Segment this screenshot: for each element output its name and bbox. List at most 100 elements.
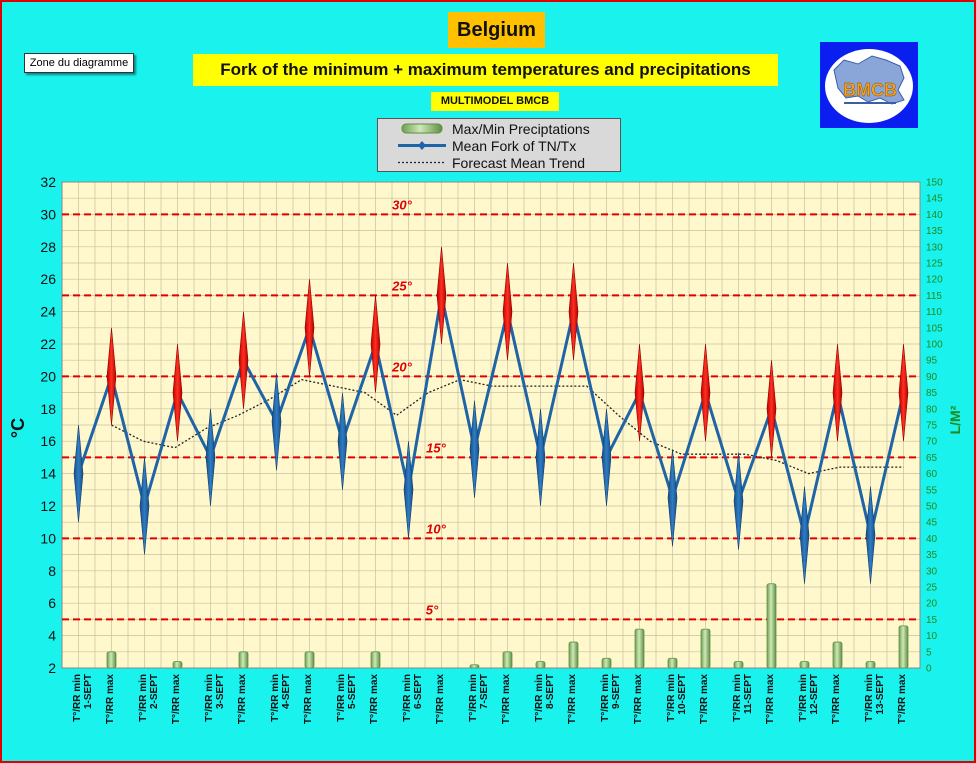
x-tick-label: T°/RR min (468, 674, 479, 722)
y2-tick-label: 140 (926, 210, 943, 221)
precip-bar (700, 628, 711, 669)
y2-tick-label: 105 (926, 323, 943, 334)
x-tick-label: T°/RR max (171, 674, 182, 725)
x-tick-label: T°/RR max (633, 674, 644, 725)
y2-tick-label: 45 (926, 518, 938, 529)
y2-axis-label: L/M² (947, 405, 963, 434)
bmcb-logo-icon: BMCB (825, 49, 913, 123)
x-tick-label: T°/RR max (369, 674, 380, 725)
precip-bar (898, 625, 909, 669)
y2-tick-label: 100 (926, 340, 943, 351)
min-fork-marker (469, 400, 480, 498)
max-fork-marker (370, 295, 381, 393)
y-tick-label: 14 (40, 466, 56, 482)
x-tick-label: T°/RR max (501, 674, 512, 725)
y-axis-right: 0 5 10 15 20 25 30 35 40 45 50 55 60 65 70 75 80 85 90 95 10… (926, 178, 943, 675)
y-axis-label: °C (8, 418, 28, 438)
max-fork-marker (568, 262, 579, 361)
legend-item-trend: Forecast Mean Trend (378, 154, 620, 171)
mean-fork-line (77, 295, 905, 536)
trend-series-line (111, 378, 904, 475)
y2-tick-label: 80 (926, 404, 938, 415)
zone-diagram-tooltip: Zone du diagramme (24, 53, 134, 73)
y-tick-label: 26 (40, 271, 56, 287)
precip-bar (733, 661, 744, 669)
y2-tick-label: 95 (926, 356, 938, 367)
belgium-map-logo-icon: BMCB (820, 42, 918, 128)
x-tick-label: T°/RR min (138, 674, 149, 722)
y2-tick-label: 135 (926, 226, 943, 237)
min-fork-marker (337, 392, 348, 490)
threshold-label: 25° (391, 278, 412, 293)
max-fork-marker (238, 311, 249, 409)
y2-tick-label: 130 (926, 242, 943, 253)
y2-tick-label: 40 (926, 534, 938, 545)
min-fork-marker (535, 408, 546, 507)
max-fork-marker (106, 327, 117, 426)
min-fork-marker (73, 424, 84, 523)
y-tick-label: 2 (48, 660, 56, 676)
chart-title: Belgium (448, 12, 545, 48)
x-tick-label: T°/RR max (435, 674, 446, 725)
y2-tick-label: 55 (926, 485, 938, 496)
x-day-label: 6-SEPT (413, 674, 424, 709)
precip-bar (634, 628, 645, 669)
x-tick-label: T°/RR min (600, 674, 611, 722)
x-tick-label: T°/RR max (699, 674, 710, 725)
x-day-label: 13-SEPT (875, 674, 886, 715)
precip-bar (832, 641, 843, 669)
y-tick-label: 32 (40, 174, 56, 190)
y-tick-label: 8 (48, 563, 56, 579)
precip-bar (304, 651, 315, 669)
y2-tick-label: 20 (926, 599, 938, 610)
y2-tick-label: 150 (926, 178, 943, 189)
x-tick-label: T°/RR min (534, 674, 545, 722)
legend-item-mean: Mean Fork of TN/Tx (378, 137, 620, 154)
blue-line-diamond-icon (398, 141, 446, 150)
x-day-label: 11-SEPT (743, 674, 754, 714)
y2-tick-label: 115 (926, 291, 942, 302)
x-day-label: 2-SEPT (149, 674, 160, 709)
y2-tick-label: 10 (926, 631, 938, 642)
x-tick-label: T°/RR min (204, 674, 215, 722)
x-tick-label: T°/RR min (336, 674, 347, 722)
x-day-label: 12-SEPT (809, 674, 820, 715)
precip-bar (469, 664, 480, 669)
precip-bar (172, 661, 183, 669)
x-day-label: 4-SEPT (281, 674, 292, 709)
x-tick-label: T°/RR max (237, 674, 248, 725)
x-tick-label: T°/RR min (732, 674, 743, 722)
precip-bar (106, 651, 117, 669)
dotted-line-icon (398, 161, 446, 164)
x-day-label: 3-SEPT (215, 674, 226, 709)
legend-label: Forecast Mean Trend (452, 155, 586, 171)
precip-bar (370, 651, 381, 669)
y-tick-label: 24 (40, 304, 56, 320)
min-fork-marker (733, 452, 744, 550)
y-tick-label: 22 (40, 336, 56, 352)
x-tick-label: T°/RR min (798, 674, 809, 722)
max-fork-marker (634, 343, 645, 442)
min-fork-marker (403, 441, 414, 539)
fork-markers (73, 246, 909, 584)
precip-bar (799, 661, 810, 669)
x-tick-label: T°/RR min (270, 674, 281, 722)
chart-legend: Max/Min Preciptations Mean Fork of TN/Tx… (377, 118, 621, 172)
precip-bar (601, 657, 612, 669)
y-tick-label: 12 (40, 498, 56, 514)
precip-bar (568, 641, 579, 669)
legend-item-precip: Max/Min Preciptations (378, 120, 620, 137)
precip-bar (502, 651, 513, 669)
y-tick-label: 10 (40, 530, 56, 546)
x-day-label: 7-SEPT (479, 674, 490, 709)
max-fork-marker (172, 343, 183, 442)
y2-tick-label: 125 (926, 259, 943, 270)
green-bar-icon (401, 123, 443, 134)
plot-border (61, 181, 921, 669)
min-fork-marker (271, 373, 282, 471)
x-day-label: 9-SEPT (611, 674, 622, 709)
min-fork-marker (205, 408, 216, 507)
y2-tick-label: 65 (926, 453, 938, 464)
threshold-label: 15° (426, 440, 446, 455)
